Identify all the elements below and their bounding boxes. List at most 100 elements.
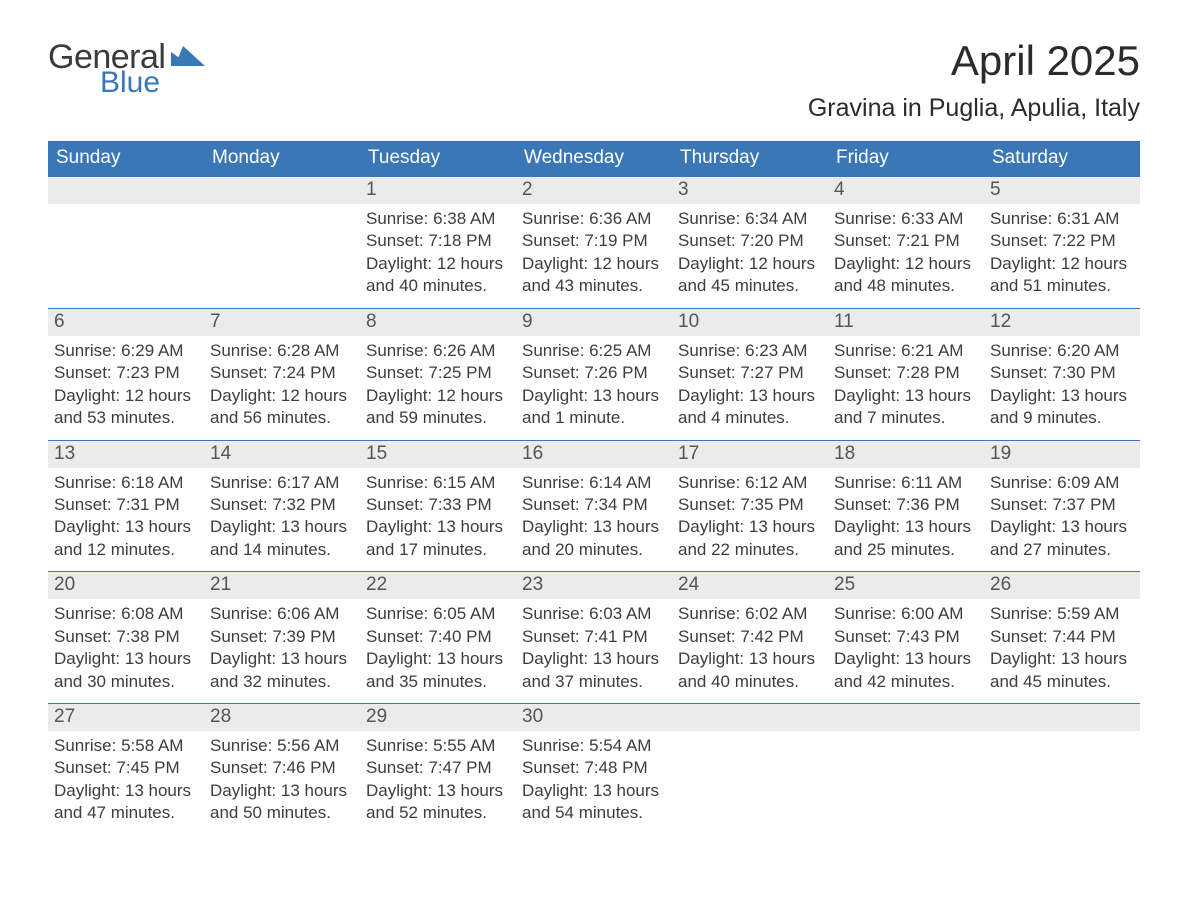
day-body: Sunrise: 5:55 AMSunset: 7:47 PMDaylight:… <box>360 731 516 835</box>
sunset-text: Sunset: 7:37 PM <box>990 494 1134 516</box>
day-cell: 8Sunrise: 6:26 AMSunset: 7:25 PMDaylight… <box>360 309 516 440</box>
daylight-text: Daylight: 12 hours and 51 minutes. <box>990 253 1134 298</box>
day-cell: 5Sunrise: 6:31 AMSunset: 7:22 PMDaylight… <box>984 177 1140 308</box>
day-number: 23 <box>516 572 672 599</box>
month-title: April 2025 <box>808 40 1140 82</box>
day-cell: 28Sunrise: 5:56 AMSunset: 7:46 PMDayligh… <box>204 704 360 835</box>
week-row: 20Sunrise: 6:08 AMSunset: 7:38 PMDayligh… <box>48 571 1140 703</box>
daylight-text: Daylight: 12 hours and 40 minutes. <box>366 253 510 298</box>
day-body: Sunrise: 6:17 AMSunset: 7:32 PMDaylight:… <box>204 468 360 572</box>
day-body: Sunrise: 5:56 AMSunset: 7:46 PMDaylight:… <box>204 731 360 835</box>
day-body: Sunrise: 6:36 AMSunset: 7:19 PMDaylight:… <box>516 204 672 308</box>
week-row: 6Sunrise: 6:29 AMSunset: 7:23 PMDaylight… <box>48 308 1140 440</box>
sunrise-text: Sunrise: 6:33 AM <box>834 208 978 230</box>
logo: General Blue <box>48 40 205 98</box>
day-cell: 4 Sunrise: 6:33 AMSunset: 7:21 PMDaylight… <box>828 177 984 308</box>
daylight-text: Daylight: 13 hours and 22 minutes. <box>678 516 822 561</box>
day-body: Sunrise: 6:31 AMSunset: 7:22 PMDaylight:… <box>984 204 1140 308</box>
day-number: 26 <box>984 572 1140 599</box>
day-cell: 21Sunrise: 6:06 AMSunset: 7:39 PMDayligh… <box>204 572 360 703</box>
sunset-text: Sunset: 7:27 PM <box>678 362 822 384</box>
sunrise-text: Sunrise: 6:11 AM <box>834 472 978 494</box>
daylight-text: Daylight: 12 hours and 48 minutes. <box>834 253 978 298</box>
day-cell: 12Sunrise: 6:20 AMSunset: 7:30 PMDayligh… <box>984 309 1140 440</box>
day-number <box>672 704 828 731</box>
sunrise-text: Sunrise: 6:31 AM <box>990 208 1134 230</box>
sunrise-text: Sunrise: 6:02 AM <box>678 603 822 625</box>
sunrise-text: Sunrise: 5:56 AM <box>210 735 354 757</box>
day-cell: 18Sunrise: 6:11 AMSunset: 7:36 PMDayligh… <box>828 441 984 572</box>
daylight-text: Daylight: 13 hours and 52 minutes. <box>366 780 510 825</box>
day-number: 24 <box>672 572 828 599</box>
sunrise-text: Sunrise: 6:06 AM <box>210 603 354 625</box>
sunrise-text: Sunrise: 6:05 AM <box>366 603 510 625</box>
sunset-text: Sunset: 7:26 PM <box>522 362 666 384</box>
weekday-header: Monday <box>204 141 360 177</box>
sunset-text: Sunset: 7:21 PM <box>834 230 978 252</box>
sunset-text: Sunset: 7:25 PM <box>366 362 510 384</box>
calendar: Sunday Monday Tuesday Wednesday Thursday… <box>48 141 1140 835</box>
sunrise-text: Sunrise: 6:20 AM <box>990 340 1134 362</box>
sunrise-text: Sunrise: 6:03 AM <box>522 603 666 625</box>
daylight-text: Daylight: 13 hours and 50 minutes. <box>210 780 354 825</box>
day-body: Sunrise: 6:38 AMSunset: 7:18 PMDaylight:… <box>360 204 516 308</box>
day-cell: 30Sunrise: 5:54 AMSunset: 7:48 PMDayligh… <box>516 704 672 835</box>
sunrise-text: Sunrise: 6:08 AM <box>54 603 198 625</box>
day-number: 3 <box>672 177 828 204</box>
day-cell: 17Sunrise: 6:12 AMSunset: 7:35 PMDayligh… <box>672 441 828 572</box>
sunset-text: Sunset: 7:48 PM <box>522 757 666 779</box>
week-row: 27Sunrise: 5:58 AMSunset: 7:45 PMDayligh… <box>48 703 1140 835</box>
sunrise-text: Sunrise: 5:55 AM <box>366 735 510 757</box>
sunrise-text: Sunrise: 6:00 AM <box>834 603 978 625</box>
sunrise-text: Sunrise: 5:59 AM <box>990 603 1134 625</box>
logo-flag-icon <box>171 46 205 72</box>
weekday-header-row: Sunday Monday Tuesday Wednesday Thursday… <box>48 141 1140 177</box>
day-number: 22 <box>360 572 516 599</box>
week-row: 1Sunrise: 6:38 AMSunset: 7:18 PMDaylight… <box>48 177 1140 308</box>
sunset-text: Sunset: 7:47 PM <box>366 757 510 779</box>
day-cell: 7Sunrise: 6:28 AMSunset: 7:24 PMDaylight… <box>204 309 360 440</box>
daylight-text: Daylight: 13 hours and 12 minutes. <box>54 516 198 561</box>
day-cell <box>204 177 360 308</box>
weekday-header: Thursday <box>672 141 828 177</box>
day-cell: 15Sunrise: 6:15 AMSunset: 7:33 PMDayligh… <box>360 441 516 572</box>
day-number <box>204 177 360 204</box>
sunset-text: Sunset: 7:32 PM <box>210 494 354 516</box>
day-number: 12 <box>984 309 1140 336</box>
day-body: Sunrise: 6:03 AMSunset: 7:41 PMDaylight:… <box>516 599 672 703</box>
daylight-text: Daylight: 13 hours and 45 minutes. <box>990 648 1134 693</box>
day-number: 4 <box>828 177 984 204</box>
day-number: 2 <box>516 177 672 204</box>
sunset-text: Sunset: 7:44 PM <box>990 626 1134 648</box>
weeks-container: 1Sunrise: 6:38 AMSunset: 7:18 PMDaylight… <box>48 177 1140 835</box>
sunrise-text: Sunrise: 6:15 AM <box>366 472 510 494</box>
day-body: Sunrise: 6:29 AMSunset: 7:23 PMDaylight:… <box>48 336 204 440</box>
day-body: Sunrise: 6:26 AMSunset: 7:25 PMDaylight:… <box>360 336 516 440</box>
day-body: Sunrise: 6:00 AMSunset: 7:43 PMDaylight:… <box>828 599 984 703</box>
daylight-text: Daylight: 13 hours and 42 minutes. <box>834 648 978 693</box>
daylight-text: Daylight: 13 hours and 25 minutes. <box>834 516 978 561</box>
day-number: 28 <box>204 704 360 731</box>
day-body: Sunrise: 5:58 AMSunset: 7:45 PMDaylight:… <box>48 731 204 835</box>
sunrise-text: Sunrise: 6:18 AM <box>54 472 198 494</box>
sunset-text: Sunset: 7:30 PM <box>990 362 1134 384</box>
day-body: Sunrise: 6:02 AMSunset: 7:42 PMDaylight:… <box>672 599 828 703</box>
day-cell: 2Sunrise: 6:36 AMSunset: 7:19 PMDaylight… <box>516 177 672 308</box>
daylight-text: Daylight: 12 hours and 59 minutes. <box>366 385 510 430</box>
day-body: Sunrise: 5:54 AMSunset: 7:48 PMDaylight:… <box>516 731 672 835</box>
sunrise-text: Sunrise: 6:12 AM <box>678 472 822 494</box>
day-number: 17 <box>672 441 828 468</box>
sunrise-text: Sunrise: 6:34 AM <box>678 208 822 230</box>
day-body: Sunrise: 6:06 AMSunset: 7:39 PMDaylight:… <box>204 599 360 703</box>
day-body: Sunrise: 6:15 AMSunset: 7:33 PMDaylight:… <box>360 468 516 572</box>
sunrise-text: Sunrise: 5:54 AM <box>522 735 666 757</box>
day-cell: 20Sunrise: 6:08 AMSunset: 7:38 PMDayligh… <box>48 572 204 703</box>
day-body: Sunrise: 5:59 AMSunset: 7:44 PMDaylight:… <box>984 599 1140 703</box>
day-cell <box>828 704 984 835</box>
daylight-text: Daylight: 13 hours and 30 minutes. <box>54 648 198 693</box>
logo-text: General Blue <box>48 40 165 98</box>
day-cell: 16Sunrise: 6:14 AMSunset: 7:34 PMDayligh… <box>516 441 672 572</box>
day-number: 5 <box>984 177 1140 204</box>
sunset-text: Sunset: 7:43 PM <box>834 626 978 648</box>
weekday-header: Friday <box>828 141 984 177</box>
